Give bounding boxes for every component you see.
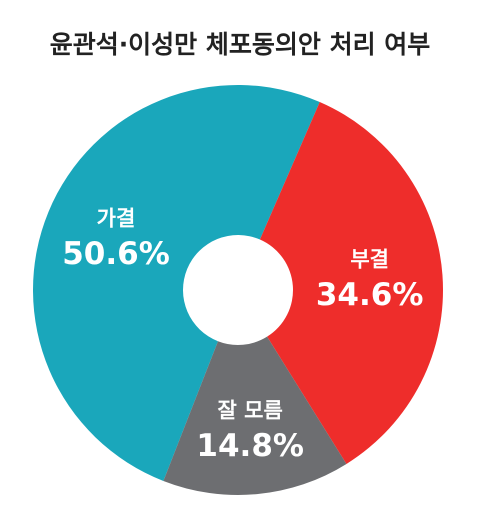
value-label: 34.6% (316, 277, 424, 313)
slice-label: 잘 모름 (218, 398, 283, 422)
value-label: 50.6% (62, 236, 170, 272)
slice-label: 부결 (350, 247, 389, 271)
value-label: 14.8% (196, 428, 304, 464)
chart-title: 윤관석·이성만 체포동의안 처리 여부 (50, 30, 431, 59)
slice (32, 84, 320, 481)
slice (259, 102, 444, 464)
slice-label: 가결 (97, 207, 136, 231)
slice (163, 336, 347, 496)
